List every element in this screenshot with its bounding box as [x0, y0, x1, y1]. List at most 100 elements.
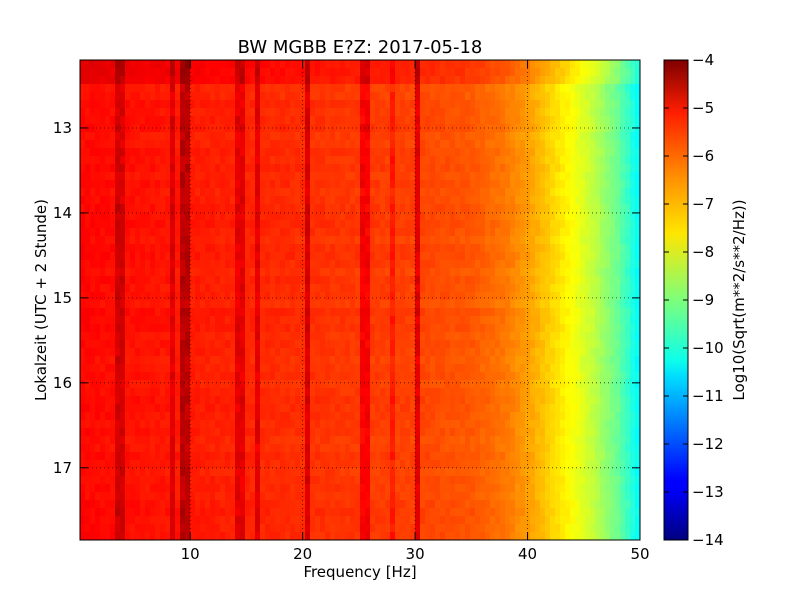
heatmap-cell: [505, 60, 511, 69]
heatmap-cell: [170, 348, 176, 357]
heatmap-cell: [315, 252, 321, 261]
heatmap-cell: [510, 276, 516, 285]
heatmap-cell: [585, 172, 591, 181]
heatmap-cell: [380, 220, 386, 229]
heatmap-cell: [400, 308, 406, 317]
heatmap-cell: [280, 396, 286, 405]
heatmap-cell: [540, 316, 546, 325]
heatmap-cell: [445, 84, 451, 93]
heatmap-cell: [565, 268, 571, 277]
heatmap-cell: [285, 60, 291, 69]
heatmap-cell: [255, 196, 261, 205]
heatmap-cell: [205, 308, 211, 317]
heatmap-cell: [495, 60, 501, 69]
heatmap-cell: [235, 172, 241, 181]
heatmap-cell: [235, 372, 241, 381]
heatmap-cell: [240, 148, 246, 157]
heatmap-cell: [420, 156, 426, 165]
heatmap-cell: [500, 292, 506, 301]
heatmap-cell: [90, 284, 96, 293]
heatmap-cell: [615, 340, 621, 349]
heatmap-cell: [195, 388, 201, 397]
heatmap-cell: [545, 268, 551, 277]
heatmap-cell: [210, 220, 216, 229]
heatmap-cell: [540, 356, 546, 365]
heatmap-cell: [460, 332, 466, 341]
heatmap-cell: [535, 140, 541, 149]
heatmap-cell: [365, 60, 371, 69]
heatmap-cell: [405, 260, 411, 269]
heatmap-cell: [125, 124, 131, 133]
heatmap-cell: [175, 300, 181, 309]
heatmap-cell: [185, 76, 191, 85]
heatmap-cell: [445, 196, 451, 205]
heatmap-cell: [250, 132, 256, 141]
heatmap-cell: [170, 404, 176, 413]
heatmap-cell: [350, 108, 356, 117]
heatmap-cell: [625, 108, 631, 117]
heatmap-cell: [285, 76, 291, 85]
heatmap-cell: [585, 364, 591, 373]
heatmap-cell: [430, 164, 436, 173]
heatmap-cell: [375, 100, 381, 109]
heatmap-cell: [325, 156, 331, 165]
heatmap-cell: [520, 396, 526, 405]
heatmap-cell: [145, 196, 151, 205]
heatmap-cell: [180, 204, 186, 213]
heatmap-cell: [175, 108, 181, 117]
heatmap-cell: [620, 404, 626, 413]
heatmap-cell: [390, 92, 396, 101]
heatmap-cell: [340, 76, 346, 85]
heatmap-cell: [425, 252, 431, 261]
heatmap-cell: [580, 76, 586, 85]
heatmap-cell: [615, 180, 621, 189]
heatmap-cell: [540, 260, 546, 269]
heatmap-cell: [405, 76, 411, 85]
heatmap-cell: [410, 284, 416, 293]
heatmap-cell: [350, 132, 356, 141]
heatmap-cell: [190, 356, 196, 365]
heatmap-cell: [235, 124, 241, 133]
heatmap-cell: [585, 212, 591, 221]
heatmap-cell: [370, 228, 376, 237]
heatmap-cell: [210, 164, 216, 173]
heatmap-cell: [390, 332, 396, 341]
heatmap-cell: [315, 108, 321, 117]
heatmap-cell: [475, 92, 481, 101]
heatmap-cell: [395, 324, 401, 333]
heatmap-cell: [225, 172, 231, 181]
heatmap-cell: [135, 108, 141, 117]
heatmap-cell: [245, 60, 251, 69]
heatmap-cell: [150, 404, 156, 413]
heatmap-cell: [510, 108, 516, 117]
heatmap-cell: [105, 308, 111, 317]
heatmap-cell: [255, 236, 261, 245]
heatmap-cell: [155, 332, 161, 341]
heatmap-cell: [490, 196, 496, 205]
heatmap-cell: [485, 340, 491, 349]
heatmap-cell: [155, 260, 161, 269]
heatmap-cell: [435, 324, 441, 333]
heatmap-cell: [285, 324, 291, 333]
heatmap-cell: [85, 204, 91, 213]
heatmap-cell: [210, 348, 216, 357]
heatmap-cell: [100, 372, 106, 381]
heatmap-cell: [80, 236, 86, 245]
heatmap-cell: [170, 388, 176, 397]
heatmap-cell: [205, 84, 211, 93]
heatmap-cell: [375, 60, 381, 69]
heatmap-cell: [85, 236, 91, 245]
heatmap-cell: [320, 60, 326, 69]
heatmap-cell: [625, 356, 631, 365]
heatmap-cell: [460, 316, 466, 325]
heatmap-cell: [235, 284, 241, 293]
heatmap-cell: [535, 284, 541, 293]
heatmap-cell: [320, 156, 326, 165]
heatmap-cell: [165, 228, 171, 237]
heatmap-cell: [320, 100, 326, 109]
heatmap-cell: [350, 412, 356, 421]
heatmap-cell: [160, 68, 166, 77]
heatmap-cell: [205, 268, 211, 277]
heatmap-cell: [615, 372, 621, 381]
heatmap-cell: [485, 108, 491, 117]
